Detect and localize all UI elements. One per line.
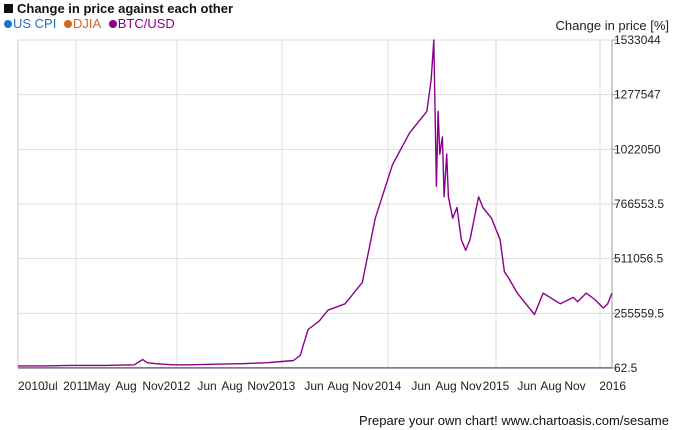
chart-title: Change in price against each other (17, 1, 233, 16)
legend-item-btc-usd[interactable]: BTC/USD (108, 16, 175, 31)
series-line-btc-usd (18, 39, 613, 367)
y-tick-label: 1022050 (614, 142, 661, 156)
x-tick-label: Aug (435, 379, 456, 393)
legend-dot-icon (108, 20, 117, 28)
x-tick-label: 2010 (18, 379, 45, 393)
x-tick-label: Nov (247, 379, 268, 393)
y-tick-label: 62.5 (614, 361, 638, 375)
legend-item-us-cpi[interactable]: US CPI (4, 16, 56, 31)
legend-label: DJIA (72, 16, 102, 31)
x-tick-label: Aug (115, 379, 136, 393)
legend-label: BTC/USD (117, 16, 175, 31)
x-tick-label: Nov (460, 379, 481, 393)
y-tick-label: 1533044 (614, 33, 661, 47)
title-square-icon (4, 4, 13, 13)
x-tick-label: Aug (540, 379, 561, 393)
x-tick-label: Jul (42, 379, 57, 393)
footer-credit-link[interactable]: Prepare your own chart! www.chartoasis.c… (359, 413, 669, 428)
y-tick-label: 1277547 (614, 88, 661, 102)
x-tick-label: 2012 (164, 379, 191, 393)
legend-label: US CPI (13, 16, 57, 31)
x-tick-label: 2014 (375, 379, 402, 393)
x-tick-label: Nov (352, 379, 373, 393)
x-tick-label: 2015 (483, 379, 510, 393)
x-tick-label: Jun (304, 379, 323, 393)
x-tick-label: Jun (197, 379, 216, 393)
x-tick-label: Nov (564, 379, 585, 393)
y-tick-label: 766553.5 (614, 197, 664, 211)
chart-legend: US CPI DJIA BTC/USD (4, 16, 179, 31)
x-tick-label: 2016 (599, 379, 626, 393)
x-tick-label: Jun (411, 379, 430, 393)
y-tick-label: 511056.5 (614, 252, 663, 266)
y-axis-label: Change in price [%] (555, 18, 669, 33)
legend-dot-icon (63, 20, 72, 28)
x-tick-label: Aug (221, 379, 242, 393)
x-tick-label: Nov (142, 379, 163, 393)
x-tick-label: 2011 (63, 379, 89, 393)
x-tick-label: Aug (327, 379, 348, 393)
x-tick-label: Jun (517, 379, 536, 393)
legend-dot-icon (4, 20, 12, 28)
y-tick-label: 255559.5 (614, 306, 664, 320)
x-tick-label: 2013 (269, 379, 296, 393)
legend-item-djia[interactable]: DJIA (63, 16, 102, 31)
x-tick-label: May (88, 379, 111, 393)
chart-title-block: Change in price against each other (4, 1, 233, 16)
